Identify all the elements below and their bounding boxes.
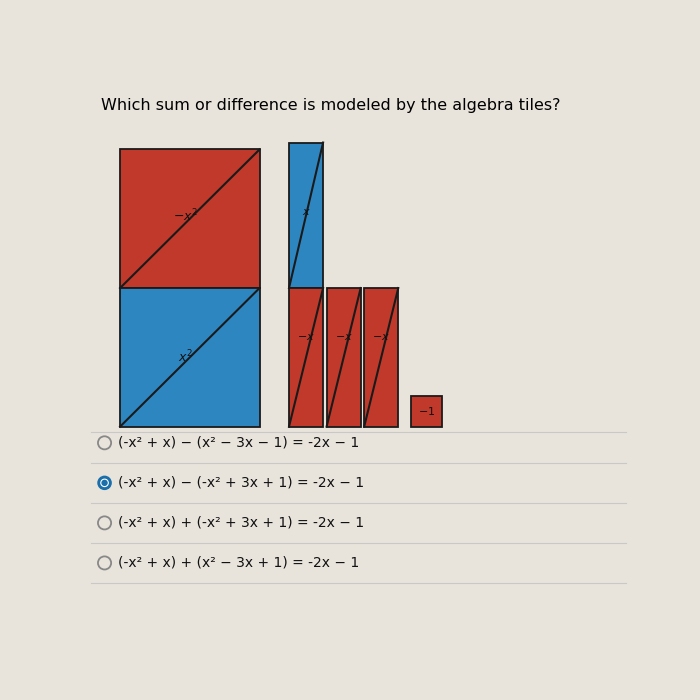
Text: (-x² + x) − (x² − 3x − 1) = -2x − 1: (-x² + x) − (x² − 3x − 1) = -2x − 1	[118, 436, 360, 450]
Circle shape	[98, 476, 111, 489]
Text: $-x$: $-x$	[297, 332, 315, 342]
Text: $-x^2$: $-x^2$	[173, 208, 198, 224]
Circle shape	[101, 480, 108, 486]
Bar	[289, 143, 323, 288]
Bar	[327, 288, 360, 427]
Bar	[364, 288, 398, 427]
Text: Which sum or difference is modeled by the algebra tiles?: Which sum or difference is modeled by th…	[102, 98, 561, 113]
Text: (-x² + x) + (-x² + 3x + 1) = -2x − 1: (-x² + x) + (-x² + 3x + 1) = -2x − 1	[118, 516, 365, 530]
Text: $x^2$: $x^2$	[178, 349, 193, 365]
Bar	[120, 288, 260, 427]
Bar	[120, 150, 260, 288]
Text: $-x$: $-x$	[335, 332, 353, 342]
Text: $x$: $x$	[302, 207, 311, 218]
Bar	[411, 396, 442, 427]
Circle shape	[102, 480, 107, 485]
Text: (-x² + x) − (-x² + 3x + 1) = -2x − 1: (-x² + x) − (-x² + 3x + 1) = -2x − 1	[118, 476, 365, 490]
Text: (-x² + x) + (x² − 3x + 1) = -2x − 1: (-x² + x) + (x² − 3x + 1) = -2x − 1	[118, 556, 360, 570]
Bar	[289, 288, 323, 427]
Text: $-1$: $-1$	[418, 405, 435, 417]
Text: $-x$: $-x$	[372, 332, 390, 342]
